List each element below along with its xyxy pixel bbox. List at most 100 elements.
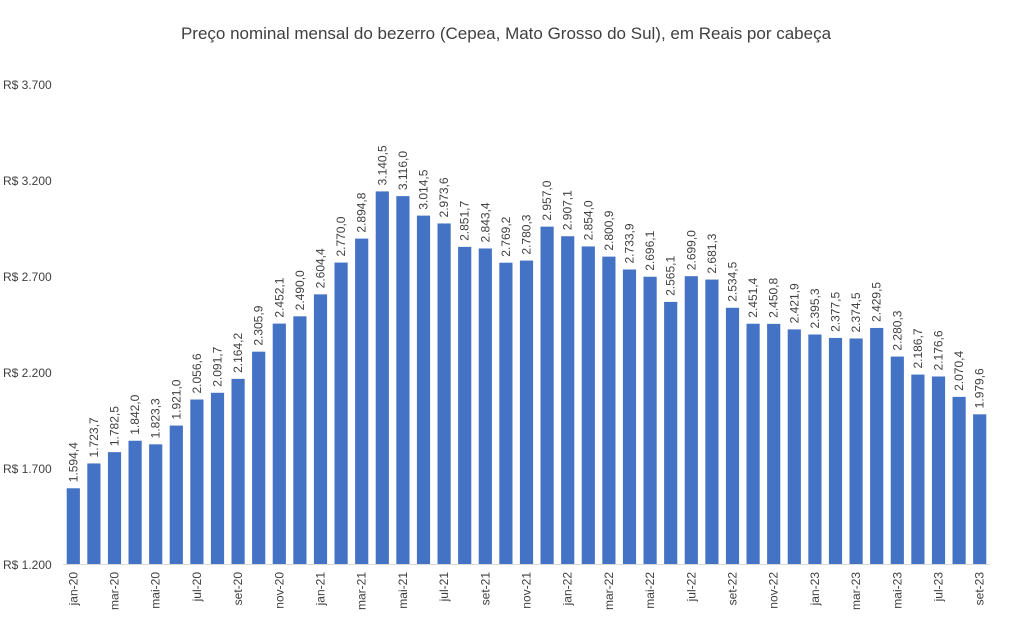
bar [169,425,183,564]
bar [107,452,122,564]
data-label: 2.377,5 [829,292,843,332]
data-label: 2.733,9 [623,223,637,263]
x-tick-label: jan-20 [66,572,80,607]
bar [890,356,904,564]
data-label: 2.780,3 [520,214,534,254]
x-tick-label: jul-23 [932,572,946,603]
data-label: 2.800,9 [602,210,616,250]
bar [293,316,307,564]
bar [149,444,163,564]
bar [725,307,740,564]
bar [931,376,946,564]
bar [767,323,781,564]
bar [396,196,410,564]
x-tick-label: mar-20 [108,572,122,610]
data-label: 2.164,2 [231,333,245,373]
bar [911,374,925,564]
data-label: 2.957,0 [540,180,554,220]
data-label: 1.723,7 [87,417,101,457]
data-label: 2.452,1 [272,277,286,317]
data-label: 1.842,0 [128,394,142,434]
x-tick-label: set-23 [973,572,987,606]
bar [602,256,616,564]
bar [622,269,637,564]
bar [437,223,451,564]
bar [684,276,698,564]
bar [231,378,245,564]
y-tick-label: R$ 3.200 [3,174,52,188]
data-label: 2.450,8 [767,277,781,317]
data-label: 1.782,5 [108,406,122,446]
x-tick-label: jan-21 [314,572,328,607]
x-tick-label: jan-22 [561,572,575,607]
data-label: 2.854,0 [581,200,595,240]
bar [355,238,369,564]
bar [705,279,719,564]
data-label: 2.843,4 [478,202,492,242]
bar [519,260,534,564]
bar [870,327,884,564]
x-tick-label: mar-23 [849,572,863,610]
data-label: 2.395,3 [808,288,822,328]
data-label: 1.823,3 [149,398,163,438]
data-label: 2.429,5 [870,282,884,322]
bar [252,351,266,564]
bar [272,323,286,564]
bar [375,191,389,565]
data-label: 1.594,4 [66,442,80,482]
bar [808,334,822,564]
bar [66,488,80,564]
data-label: 3.140,5 [375,145,389,185]
bar [458,246,472,564]
x-tick-label: jul-21 [437,572,451,603]
bar [499,262,513,564]
bar [478,248,492,564]
data-label: 2.681,3 [705,233,719,273]
bar [787,329,801,564]
y-tick-label: R$ 2.200 [3,366,52,380]
bar [849,338,863,564]
data-label: 2.565,1 [664,256,678,296]
x-tick-label: jan-23 [808,572,822,607]
y-tick-label: R$ 2.700 [3,270,52,284]
bar [87,463,101,564]
y-tick-label: R$ 3.700 [3,78,52,92]
bar [190,399,204,564]
bar [334,262,348,564]
x-tick-label: jul-20 [190,572,204,603]
data-label: 2.770,0 [334,216,348,256]
x-tick-label: mai-20 [149,572,163,609]
data-label: 2.907,1 [561,190,575,230]
bar [828,337,843,564]
data-label: 2.534,5 [726,261,740,301]
x-tick-label: jul-22 [684,572,698,603]
data-label: 1.921,0 [169,379,183,419]
x-tick-label: nov-21 [520,572,534,609]
bar [540,226,554,564]
bar [643,276,657,564]
x-tick-label: set-21 [478,572,492,606]
data-label: 2.699,0 [684,230,698,270]
data-label: 2.769,2 [499,216,513,256]
data-label: 3.014,5 [417,169,431,209]
data-label: 2.176,6 [932,330,946,370]
bar [416,215,431,564]
bar [664,301,678,564]
x-tick-label: mai-21 [396,572,410,609]
x-tick-label: mar-22 [602,572,616,610]
x-tick-label: mai-23 [890,572,904,609]
chart-title: Preço nominal mensal do bezerro (Cepea, … [180,24,832,43]
data-label: 2.421,9 [787,283,801,323]
data-label: 2.056,6 [190,353,204,393]
data-label: 3.116,0 [396,151,410,190]
data-label: 2.186,7 [911,328,925,368]
data-label: 2.091,7 [211,346,225,386]
data-label: 2.070,4 [952,351,966,391]
data-label: 1.979,6 [973,368,987,408]
data-label: 2.374,5 [849,292,863,332]
bar [973,414,987,564]
x-tick-label: nov-22 [767,572,781,609]
bar [313,294,328,564]
bar [581,246,595,564]
